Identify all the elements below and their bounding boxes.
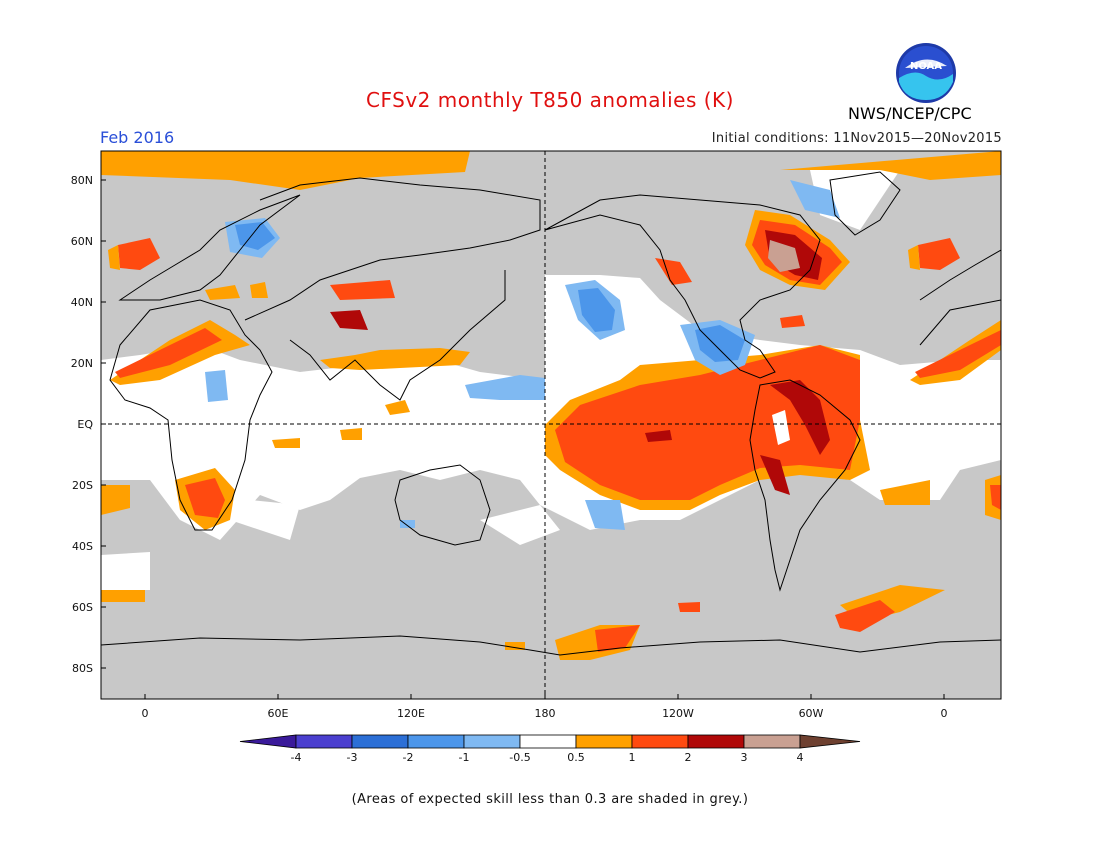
- colorbar-segment: [575, 734, 633, 749]
- lon-tick-label: 0: [941, 707, 948, 720]
- colorbar: -4 -3 -2 -1 -0.5 0.5 1 2 3 4: [239, 734, 861, 764]
- lon-tick-label: 60W: [799, 707, 824, 720]
- anomaly-fields: [101, 151, 1001, 660]
- colorbar-label: 4: [797, 751, 804, 764]
- lat-tick-label: EQ: [77, 418, 93, 431]
- latitude-axis: 80N 60N 40N 20N EQ 20S 40S 60S 80S: [71, 174, 106, 675]
- colorbar-label: 2: [685, 751, 692, 764]
- colorbar-label: 1: [629, 751, 636, 764]
- longitude-axis: 0 60E 120E 180 120W 60W 0: [142, 694, 948, 720]
- colorbar-arrow-low: [239, 734, 297, 749]
- colorbar-segment: [407, 734, 465, 749]
- initial-conditions: Initial conditions: 11Nov2015—20Nov2015: [711, 131, 1002, 146]
- lat-tick-label: 20N: [71, 357, 93, 370]
- skill-note: (Areas of expected skill less than 0.3 a…: [351, 792, 749, 807]
- lat-tick-label: 60S: [72, 601, 93, 614]
- colorbar-segment: [631, 734, 689, 749]
- colorbar-label: -1: [459, 751, 470, 764]
- colorbar-segment: [295, 734, 353, 749]
- lon-tick-label: 120E: [397, 707, 425, 720]
- colorbar-label: 3: [741, 751, 748, 764]
- map-frame: [100, 150, 1002, 700]
- colorbar-label: 0.5: [567, 751, 585, 764]
- map-title: CFSv2 monthly T850 anomalies (K): [366, 88, 734, 112]
- lat-tick-label: 40N: [71, 296, 93, 309]
- lon-tick-label: 0: [142, 707, 149, 720]
- logo-text: NOAA: [910, 61, 942, 72]
- colorbar-segment: [743, 734, 801, 749]
- lat-tick-label: 80N: [71, 174, 93, 187]
- colorbar-segment: [687, 734, 745, 749]
- lon-tick-label: 120W: [662, 707, 694, 720]
- colorbar-segment: [519, 734, 577, 749]
- colorbar-label: -2: [403, 751, 414, 764]
- colorbar-segment: [351, 734, 409, 749]
- colorbar-label: -3: [347, 751, 358, 764]
- lat-tick-label: 40S: [72, 540, 93, 553]
- organization-label: NWS/NCEP/CPC: [848, 104, 972, 123]
- colorbar-label: -0.5: [509, 751, 530, 764]
- coastlines: [101, 171, 1001, 656]
- lon-tick-label: 60E: [268, 707, 289, 720]
- lat-tick-label: 20S: [72, 479, 93, 492]
- lat-tick-label: 60N: [71, 235, 93, 248]
- colorbar-segment: [463, 734, 521, 749]
- lon-tick-label: 180: [535, 707, 556, 720]
- lat-tick-label: 80S: [72, 662, 93, 675]
- colorbar-arrow-high: [799, 734, 861, 749]
- neutral-band: [101, 275, 1001, 540]
- valid-month: Feb 2016: [100, 128, 175, 147]
- warm-anomaly-darkred: [770, 380, 830, 455]
- noaa-logo: NOAA: [896, 43, 956, 103]
- colorbar-label: -4: [291, 751, 302, 764]
